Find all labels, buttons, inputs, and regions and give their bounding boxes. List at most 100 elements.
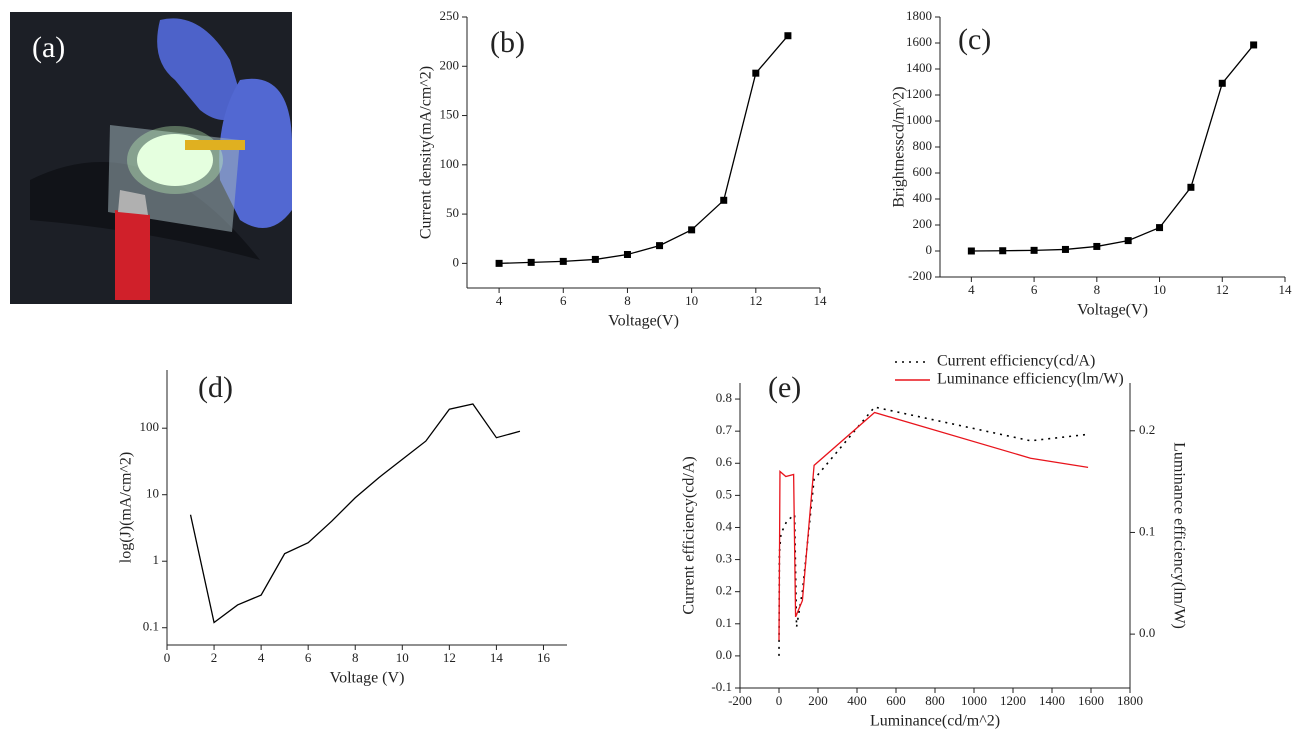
y-tick-label: 10	[146, 486, 159, 501]
x-tick-label: 12	[1216, 282, 1229, 297]
x-tick-label: 14	[490, 650, 504, 665]
y-tick-label: 0.0	[716, 647, 732, 662]
x-tick-label: 14	[814, 293, 828, 308]
data-point	[623, 250, 631, 258]
x-tick-label: 4	[258, 650, 265, 665]
y-tick-label: 1000	[906, 112, 932, 127]
y-tick-label: 0	[453, 254, 460, 269]
data-point	[559, 257, 567, 265]
y-tick-label: 100	[440, 156, 460, 171]
data-point	[784, 32, 792, 40]
y-axis-title: Brightnesscd/m^2)	[891, 86, 908, 207]
y-tick-label: 0.6	[716, 454, 733, 469]
x-tick-label: 10	[396, 650, 409, 665]
y2-axis-title: Luminance efficiency(lm/W)	[1170, 442, 1187, 629]
data-line	[971, 44, 1255, 252]
y-tick-label: 0.7	[716, 422, 733, 437]
x-tick-label: 200	[808, 693, 828, 708]
y-tick-label: 150	[440, 107, 460, 122]
x-tick-label: 16	[537, 650, 551, 665]
x-tick-label: 6	[1031, 282, 1038, 297]
panel-label: (b)	[490, 26, 525, 59]
y-tick-label: 200	[440, 57, 460, 72]
x-tick-label: 10	[1153, 282, 1166, 297]
panel-label: (e)	[768, 371, 801, 404]
panel-label: (c)	[958, 23, 991, 56]
data-point	[1030, 246, 1038, 254]
y-axis-title: Current density(mA/cm^2)	[418, 66, 435, 239]
y-tick-label: -0.1	[711, 679, 732, 694]
x-tick-label: 4	[496, 293, 503, 308]
photo: (a)	[10, 12, 292, 304]
data-point	[1061, 245, 1069, 253]
data-point	[1156, 224, 1164, 232]
data-line	[778, 411, 1089, 641]
y-axis-title: log(J)(mA/cm^2)	[118, 452, 135, 563]
data-line	[499, 35, 789, 265]
y-tick-label: 0.3	[716, 551, 732, 566]
x-tick-label: 8	[1094, 282, 1101, 297]
data-point	[999, 247, 1007, 255]
x-tick-label: 400	[847, 693, 867, 708]
y-tick-label: 1200	[906, 86, 932, 101]
legend-label: Luminance efficiency(lm/W)	[937, 371, 1124, 388]
y-tick-label: 0.1	[143, 619, 159, 634]
data-line	[778, 406, 1089, 656]
data-point	[1187, 183, 1195, 191]
data-point	[591, 255, 599, 263]
x-tick-label: 12	[443, 650, 456, 665]
data-point	[1093, 242, 1101, 250]
x-axis-title: Voltage(V)	[608, 313, 679, 330]
data-point	[1124, 237, 1132, 245]
y-tick-label: 0.2	[716, 583, 732, 598]
x-tick-label: 14	[1279, 282, 1293, 297]
y-axis-title: Current efficiency(cd/A)	[681, 456, 698, 614]
x-tick-label: 800	[925, 693, 945, 708]
data-point	[527, 258, 535, 266]
y-tick-label: 0.4	[716, 518, 733, 533]
x-tick-label: 1600	[1078, 693, 1104, 708]
y-tick-label: 0.1	[716, 615, 732, 630]
legend-label: Current efficiency(cd/A)	[937, 353, 1095, 370]
data-point	[1218, 79, 1226, 87]
y-tick-label: 200	[913, 216, 933, 231]
data-point	[656, 242, 664, 250]
data-point	[720, 196, 728, 204]
y2-tick-label: 0.0	[1139, 625, 1155, 640]
y-tick-label: 1	[153, 552, 160, 567]
data-point	[688, 226, 696, 234]
y-tick-label: 0	[926, 242, 933, 257]
x-tick-label: 10	[685, 293, 698, 308]
x-tick-label: 8	[624, 293, 631, 308]
y-tick-label: 600	[913, 164, 933, 179]
y-tick-label: 1800	[906, 8, 932, 23]
y-tick-label: -200	[908, 268, 932, 283]
x-tick-label: 0	[164, 650, 171, 665]
y-tick-label: 800	[913, 138, 933, 153]
data-point	[495, 259, 503, 267]
x-tick-label: 6	[305, 650, 312, 665]
y-tick-label: 0.5	[716, 486, 732, 501]
y-tick-label: 1600	[906, 34, 932, 49]
y2-tick-label: 0.2	[1139, 422, 1155, 437]
y-tick-label: 100	[140, 419, 160, 434]
x-tick-label: 1400	[1039, 693, 1065, 708]
data-line	[189, 403, 521, 624]
x-tick-label: 1000	[961, 693, 987, 708]
y-tick-label: 250	[440, 8, 460, 23]
panel-label: (a)	[32, 31, 65, 64]
x-tick-label: 1200	[1000, 693, 1026, 708]
y-tick-label: 50	[446, 205, 459, 220]
x-tick-label: 6	[560, 293, 567, 308]
data-point	[967, 247, 975, 255]
x-tick-label: -200	[728, 693, 752, 708]
y2-tick-label: 0.1	[1139, 523, 1155, 538]
x-tick-label: 2	[211, 650, 218, 665]
x-axis-title: Luminance(cd/m^2)	[870, 713, 1000, 730]
x-tick-label: 12	[749, 293, 762, 308]
x-tick-label: 1800	[1117, 693, 1143, 708]
x-axis-title: Voltage(V)	[1077, 302, 1148, 319]
panel-label: (d)	[198, 371, 233, 404]
x-tick-label: 600	[886, 693, 906, 708]
